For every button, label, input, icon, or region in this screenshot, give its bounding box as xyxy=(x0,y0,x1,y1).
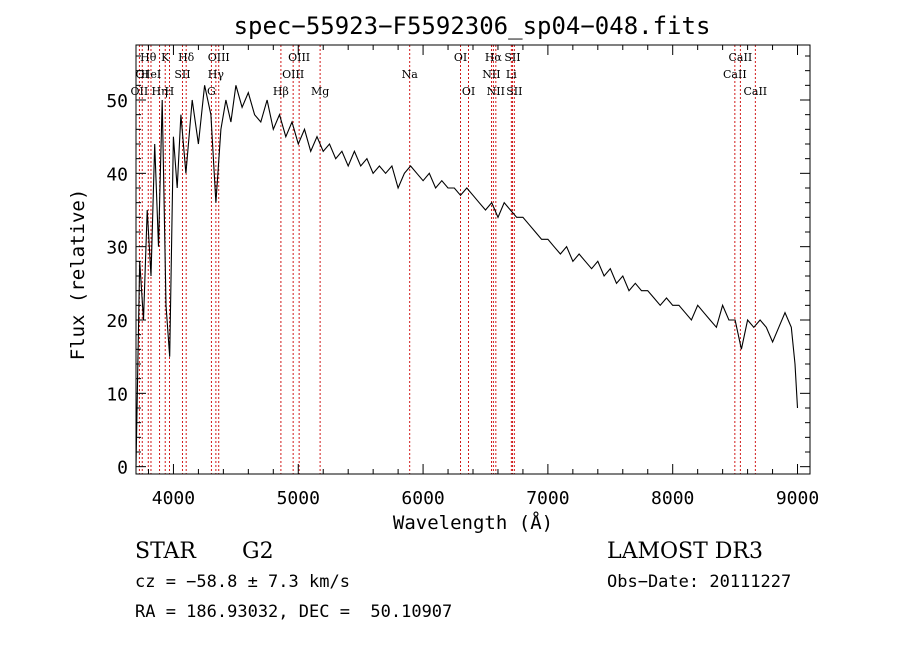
x-tick-label: 6000 xyxy=(401,488,444,509)
coordinates: RA = 186.93032, DEC = 50.10907 xyxy=(135,602,453,622)
x-tick-label: 4000 xyxy=(152,488,195,509)
marker-label: HeI xyxy=(141,68,161,81)
x-axis-ticks: 4000 5000 6000 7000 8000 9000 xyxy=(147,45,819,509)
y-tick-label: 20 xyxy=(106,311,128,332)
object-class: STAR xyxy=(135,539,196,564)
y-axis-ticks: 0 10 20 30 40 50 xyxy=(106,55,810,479)
survey-name: LAMOST DR3 xyxy=(607,539,763,564)
chart-title: spec−55923−F5592306_sp04−048.fits xyxy=(234,12,711,40)
marker-label: Na xyxy=(402,68,419,81)
y-tick-label: 10 xyxy=(106,384,128,405)
y-axis-label: Flux (relative) xyxy=(67,189,89,361)
marker-label: Hα xyxy=(485,51,503,64)
marker-label: CaII xyxy=(729,51,753,64)
x-tick-label: 8000 xyxy=(651,488,694,509)
y-tick-label: 30 xyxy=(106,238,128,259)
marker-label: G xyxy=(207,85,216,98)
marker-label: CaII xyxy=(723,68,747,81)
y-tick-label: 50 xyxy=(106,91,128,112)
x-tick-label: 7000 xyxy=(526,488,569,509)
redshift-cz: cz = −58.8 ± 7.3 km/s xyxy=(135,572,350,592)
x-axis-label: Wavelength (Å) xyxy=(393,511,553,534)
x-tick-label: 5000 xyxy=(277,488,320,509)
marker-label: SII xyxy=(506,85,522,98)
observation-date: Obs−Date: 20111227 xyxy=(607,572,792,592)
marker-label: K xyxy=(161,51,170,64)
marker-label: OI xyxy=(136,68,149,81)
marker-label: H xyxy=(165,85,175,98)
marker-label: OIII xyxy=(282,68,304,81)
emission-line-labels: OII OI Hθ HeI Hη K H SII Hδ G Hγ OIII Hβ OIII OIII Mg Na… xyxy=(131,51,768,98)
marker-label: CaII xyxy=(743,85,767,98)
marker-label: OI xyxy=(454,51,467,64)
marker-label: NII xyxy=(482,68,500,81)
object-subclass: G2 xyxy=(242,539,274,564)
marker-label: Hθ xyxy=(140,51,157,64)
marker-label: OII xyxy=(131,85,149,98)
marker-label: SII xyxy=(174,68,190,81)
spectrum-line xyxy=(135,85,799,467)
marker-label: Hγ xyxy=(208,68,225,81)
y-tick-label: 0 xyxy=(117,458,128,479)
marker-label: Mg xyxy=(311,85,329,98)
marker-label: NII xyxy=(487,85,505,98)
marker-label: OIII xyxy=(288,51,310,64)
marker-label: Hβ xyxy=(273,85,289,98)
y-tick-label: 40 xyxy=(106,164,128,185)
emission-line-markers xyxy=(138,45,756,474)
marker-label: OI xyxy=(462,85,475,98)
marker-label: Hδ xyxy=(178,51,195,64)
marker-label: Hη xyxy=(151,85,167,98)
marker-label: OIII xyxy=(208,51,230,64)
plot-frame xyxy=(135,44,811,475)
marker-label: Li xyxy=(506,68,517,81)
x-tick-label: 9000 xyxy=(776,488,819,509)
marker-label: SII xyxy=(504,51,520,64)
